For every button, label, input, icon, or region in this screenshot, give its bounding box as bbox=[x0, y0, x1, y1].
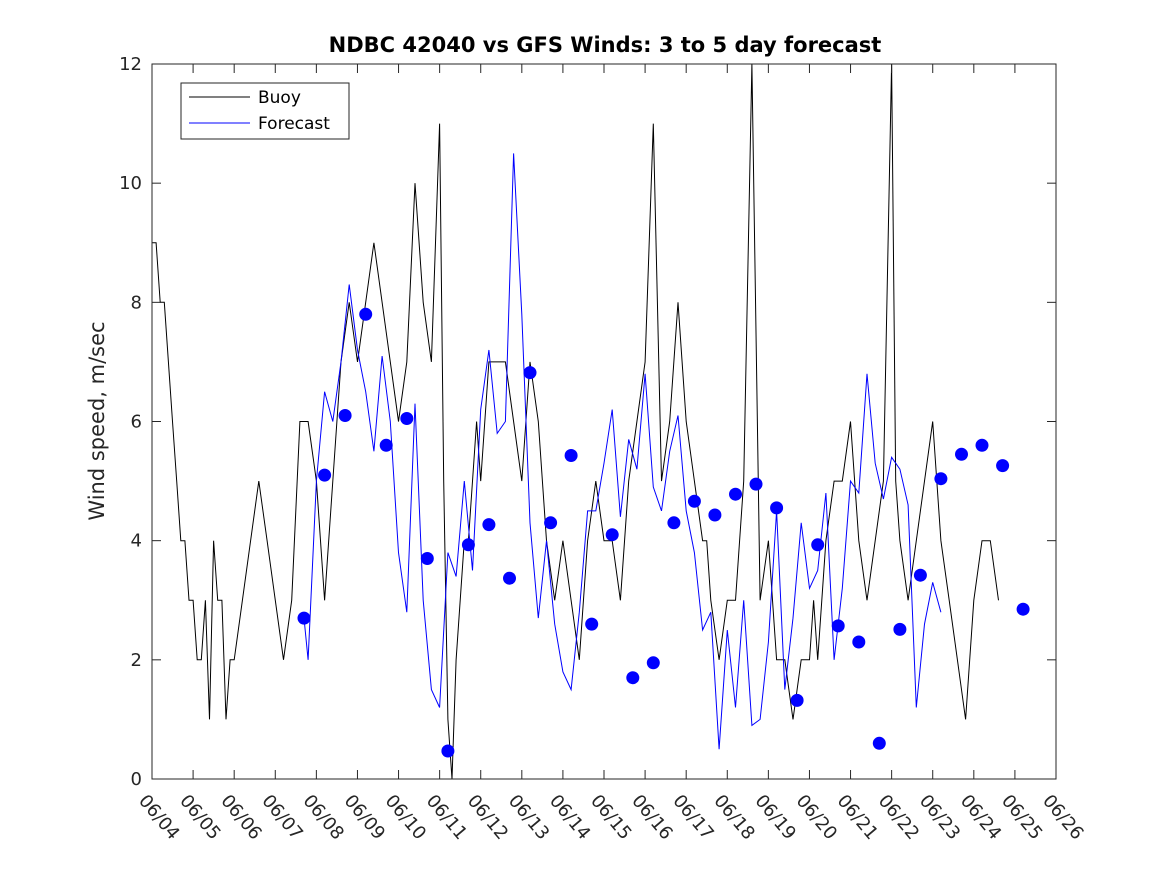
x-tick-label: 06/21 bbox=[833, 791, 882, 844]
forecast-marker bbox=[338, 409, 352, 422]
x-tick-label: 06/12 bbox=[463, 791, 512, 844]
y-tick-label: 2 bbox=[131, 650, 142, 671]
x-tick-label: 06/13 bbox=[504, 791, 553, 844]
x-tick-label: 06/11 bbox=[422, 791, 471, 844]
forecast-line bbox=[303, 153, 942, 750]
forecast-marker bbox=[400, 412, 414, 425]
x-tick-label: 06/24 bbox=[956, 791, 1005, 844]
legend-box bbox=[180, 82, 350, 140]
forecast-marker bbox=[297, 611, 311, 625]
forecast-marker bbox=[359, 307, 373, 321]
legend-forecast-label: Forecast bbox=[258, 114, 330, 134]
x-tick-label: 06/20 bbox=[792, 791, 841, 844]
x-tick-label: 06/23 bbox=[915, 791, 964, 844]
forecast-marker bbox=[482, 518, 496, 532]
y-axis: 0 2 4 6 8 10 12 bbox=[119, 54, 1056, 790]
y-axis-label: Wind speed, m/sec bbox=[85, 321, 109, 520]
forecast-marker bbox=[872, 736, 886, 750]
x-tick-label: 06/15 bbox=[586, 791, 635, 844]
forecast-marker bbox=[996, 459, 1010, 473]
forecast-marker bbox=[913, 568, 927, 582]
y-tick-label: 12 bbox=[119, 54, 142, 75]
forecast-marker bbox=[893, 622, 907, 636]
y-tick-label: 8 bbox=[131, 292, 142, 313]
forecast-marker bbox=[790, 693, 804, 707]
x-tick-label: 06/07 bbox=[257, 791, 306, 844]
forecast-marker bbox=[503, 571, 516, 585]
forecast-marker bbox=[770, 501, 784, 515]
x-tick-label: 06/26 bbox=[1038, 791, 1087, 844]
forecast-marker bbox=[934, 472, 948, 486]
x-tick-label: 06/16 bbox=[627, 791, 676, 844]
forecast-marker bbox=[729, 487, 742, 501]
forecast-marker bbox=[687, 494, 701, 508]
forecast-marker bbox=[811, 538, 825, 552]
chart-title: NDBC 42040 vs GFS Winds: 3 to 5 day fore… bbox=[329, 33, 882, 57]
forecast-markers bbox=[297, 307, 1030, 758]
x-tick-label: 06/25 bbox=[997, 791, 1046, 844]
x-tick-label: 06/10 bbox=[381, 791, 430, 844]
x-tick-label: 06/14 bbox=[545, 791, 594, 844]
x-tick-label: 06/08 bbox=[299, 791, 348, 844]
forecast-marker bbox=[646, 656, 660, 670]
forecast-marker bbox=[975, 438, 989, 452]
x-tick-label: 06/04 bbox=[134, 791, 183, 844]
forecast-marker bbox=[318, 468, 332, 482]
y-tick-label: 4 bbox=[131, 531, 142, 552]
forecast-marker bbox=[523, 366, 537, 380]
forecast-marker bbox=[955, 447, 968, 461]
forecast-marker bbox=[1016, 602, 1030, 616]
x-tick-label: 06/06 bbox=[216, 791, 265, 844]
x-tick-label: 06/09 bbox=[340, 791, 389, 844]
forecast-marker bbox=[564, 449, 578, 462]
forecast-marker bbox=[852, 635, 866, 649]
forecast-marker bbox=[461, 538, 475, 552]
x-tick-label: 06/05 bbox=[175, 791, 224, 844]
forecast-series bbox=[303, 153, 942, 750]
forecast-marker bbox=[667, 516, 681, 530]
forecast-marker bbox=[585, 617, 599, 631]
forecast-marker bbox=[441, 744, 455, 758]
forecast-marker bbox=[626, 671, 640, 685]
y-tick-label: 10 bbox=[119, 173, 142, 194]
y-tick-label: 0 bbox=[131, 769, 142, 790]
forecast-marker bbox=[708, 508, 722, 522]
forecast-marker bbox=[420, 552, 434, 565]
forecast-marker bbox=[605, 528, 619, 542]
legend: Buoy Forecast bbox=[180, 82, 350, 140]
x-tick-label: 06/22 bbox=[874, 791, 923, 844]
forecast-marker bbox=[544, 516, 558, 530]
y-tick-label: 6 bbox=[131, 412, 142, 433]
x-tick-label: 06/17 bbox=[668, 791, 717, 844]
x-tick-label: 06/19 bbox=[751, 791, 800, 844]
forecast-marker bbox=[749, 477, 763, 491]
forecast-marker bbox=[379, 438, 393, 452]
x-tick-label: 06/18 bbox=[709, 791, 758, 844]
plot-area bbox=[152, 64, 1056, 779]
legend-buoy-label: Buoy bbox=[258, 88, 301, 108]
forecast-marker bbox=[831, 619, 845, 633]
